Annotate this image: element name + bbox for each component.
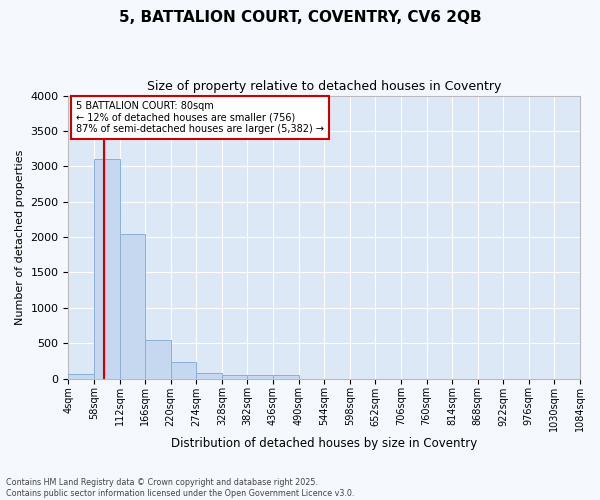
Bar (94, 159, 119, 378)
Bar (145, 340, 171, 378)
X-axis label: Distribution of detached houses by size in Coventry: Distribution of detached houses by size … (171, 437, 478, 450)
Bar (171, 362, 196, 378)
Title: Size of property relative to detached houses in Coventry: Size of property relative to detached ho… (147, 80, 502, 93)
Bar (247, 375, 273, 378)
Bar (119, 234, 145, 378)
Y-axis label: Number of detached properties: Number of detached properties (15, 150, 25, 324)
Text: 5 BATTALION COURT: 80sqm
← 12% of detached houses are smaller (756)
87% of semi-: 5 BATTALION COURT: 80sqm ← 12% of detach… (76, 101, 324, 134)
Bar (68, 374, 94, 378)
Bar (222, 374, 247, 378)
Bar (273, 376, 299, 378)
Text: Contains HM Land Registry data © Crown copyright and database right 2025.
Contai: Contains HM Land Registry data © Crown c… (6, 478, 355, 498)
Text: 5, BATTALION COURT, COVENTRY, CV6 2QB: 5, BATTALION COURT, COVENTRY, CV6 2QB (119, 10, 481, 25)
Bar (196, 373, 222, 378)
